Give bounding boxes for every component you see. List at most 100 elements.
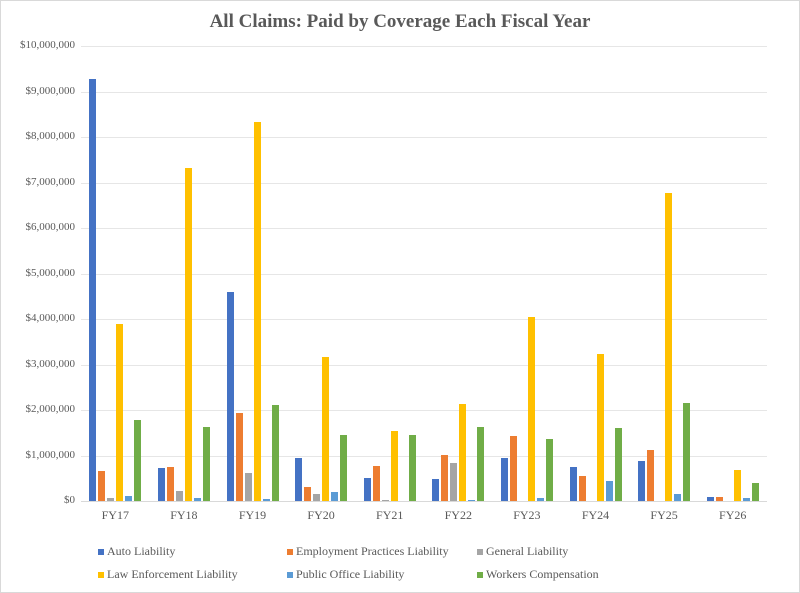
- bar-fy17-auto-liability: [89, 78, 97, 501]
- gridline: [81, 182, 767, 184]
- bar-fy22-general-liability: [450, 463, 458, 501]
- bar-fy26-public-office-liability: [742, 497, 750, 501]
- legend-swatch-icon: [477, 548, 483, 555]
- x-tick-label: FY23: [513, 508, 541, 522]
- bar-fy20-workers-compensation: [340, 435, 348, 501]
- y-tick-label: $10,000,000: [20, 39, 75, 51]
- bar-fy19-public-office-liability: [262, 499, 270, 501]
- chart-title: All Claims: Paid by Coverage Each Fiscal…: [209, 11, 591, 32]
- bar-fy20-law-enforcement-liability: [322, 356, 330, 501]
- legend-swatch-icon: [98, 548, 104, 555]
- legend-item: Auto Liability: [98, 544, 175, 559]
- bar-fy25-workers-compensation: [683, 402, 691, 501]
- x-tick-label: FY20: [307, 508, 335, 522]
- y-tick-label: $1,000,000: [25, 448, 76, 461]
- bar-fy18-auto-liability: [157, 468, 165, 501]
- bar-fy21-workers-compensation: [408, 434, 416, 501]
- gridline: [81, 410, 767, 411]
- bar-fy26-law-enforcement-liability: [733, 469, 741, 501]
- bar-fy22-auto-liability: [432, 478, 440, 501]
- bar-fy20-public-office-liability: [331, 492, 339, 501]
- bar-fy17-employment-practices-liability: [98, 471, 106, 501]
- gridline: [81, 319, 767, 320]
- bar-fy18-employment-practices-liability: [166, 466, 174, 501]
- legend-item: Workers Compensation: [477, 567, 599, 582]
- gridline: [81, 455, 767, 457]
- bar-fy22-public-office-liability: [468, 500, 476, 501]
- x-tick-label: FY19: [238, 508, 267, 522]
- gridline: [81, 137, 767, 138]
- x-tick-label: FY25: [650, 508, 678, 522]
- y-tick-label: $4,000,000: [25, 312, 76, 324]
- x-tick-label: FY26: [719, 508, 747, 522]
- bar-fy18-law-enforcement-liability: [184, 168, 192, 501]
- legend-item: General Liability: [477, 544, 568, 559]
- legend-label: Auto Liability: [107, 544, 176, 558]
- bar-fy17-general-liability: [107, 498, 115, 501]
- y-tick-label: $7,000,000: [25, 175, 76, 188]
- legend-label: Law Enforcement Liability: [107, 567, 238, 581]
- y-tick-label: $8,000,000: [25, 130, 76, 142]
- bar-fy23-workers-compensation: [545, 439, 553, 501]
- legend-label: Employment Practices Liability: [296, 544, 449, 558]
- bar-fy24-workers-compensation: [614, 428, 622, 501]
- bar-fy19-employment-practices-liability: [235, 413, 243, 501]
- bar-fy24-law-enforcement-liability: [596, 354, 604, 501]
- bar-fy17-law-enforcement-liability: [116, 324, 124, 501]
- bar-fy25-auto-liability: [638, 460, 646, 501]
- bar-fy19-auto-liability: [226, 291, 234, 501]
- bar-fy26-auto-liability: [706, 497, 714, 501]
- bar-fy20-general-liability: [313, 493, 321, 501]
- bar-fy23-employment-practices-liability: [509, 436, 517, 501]
- bar-fy20-auto-liability: [295, 458, 303, 501]
- y-tick-label: $5,000,000: [25, 266, 76, 279]
- bar-fy21-employment-practices-liability: [372, 465, 380, 501]
- y-tick-label: $3,000,000: [25, 357, 76, 370]
- x-tick-label: FY24: [581, 508, 610, 522]
- legend-swatch-icon: [287, 548, 293, 555]
- x-tick-label: FY18: [170, 508, 198, 522]
- legend-label: General Liability: [486, 544, 569, 558]
- gridline: [81, 46, 767, 47]
- bar-fy24-auto-liability: [569, 467, 577, 501]
- bar-fy26-employment-practices-liability: [715, 497, 723, 501]
- legend-item: Public Office Liability: [287, 567, 404, 582]
- bar-fy19-general-liability: [244, 473, 252, 501]
- bar-fy26-workers-compensation: [751, 482, 759, 501]
- x-tick-label: FY21: [376, 508, 404, 522]
- bar-fy22-employment-practices-liability: [441, 455, 449, 501]
- legend-item: Law Enforcement Liability: [98, 567, 238, 582]
- bar-fy17-public-office-liability: [125, 495, 133, 501]
- bar-fy18-workers-compensation: [202, 426, 210, 501]
- gridline: [81, 273, 767, 275]
- legend-label: Workers Compensation: [486, 567, 599, 581]
- bar-fy25-law-enforcement-liability: [665, 193, 673, 501]
- bar-fy19-law-enforcement-liability: [253, 122, 261, 501]
- bar-fy20-employment-practices-liability: [304, 487, 312, 501]
- legend-swatch-icon: [477, 571, 483, 578]
- bar-fy25-public-office-liability: [674, 494, 682, 501]
- bar-fy18-public-office-liability: [193, 497, 201, 501]
- y-tick-label: $6,000,000: [25, 221, 76, 233]
- bar-fy25-employment-practices-liability: [647, 450, 655, 501]
- bar-fy22-workers-compensation: [477, 426, 485, 501]
- bar-fy21-auto-liability: [363, 477, 371, 501]
- bar-fy19-workers-compensation: [271, 405, 279, 501]
- bar-fy21-general-liability: [381, 500, 389, 501]
- y-tick-label: $9,000,000: [25, 84, 76, 97]
- x-tick-label: FY17: [101, 508, 129, 522]
- legend-swatch-icon: [287, 571, 293, 578]
- bar-fy18-general-liability: [175, 490, 183, 501]
- plot-area: [81, 46, 767, 502]
- bar-fy22-law-enforcement-liability: [459, 403, 467, 501]
- legend-label: Public Office Liability: [296, 567, 405, 581]
- legend-swatch-icon: [98, 571, 104, 578]
- y-tick-label: $0: [64, 494, 75, 506]
- bar-fy23-law-enforcement-liability: [527, 316, 535, 501]
- x-axis-line: [81, 501, 767, 502]
- gridline: [81, 91, 767, 93]
- bar-fy24-public-office-liability: [605, 480, 613, 501]
- legend-item: Employment Practices Liability: [287, 544, 449, 559]
- bar-fy23-auto-liability: [500, 457, 508, 501]
